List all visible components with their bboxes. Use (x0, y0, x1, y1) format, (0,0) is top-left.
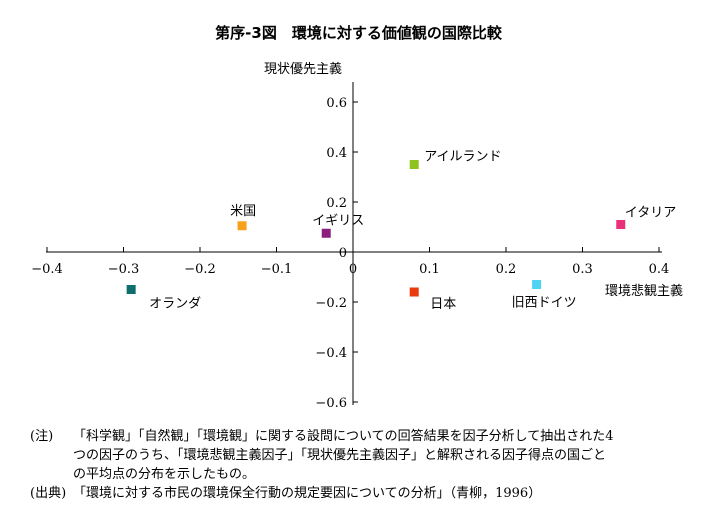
point-label: イタリア (625, 206, 676, 221)
point-label: イギリス (312, 213, 364, 228)
y-tick-label: 0 (339, 246, 347, 261)
x-tick-label: 0.1 (419, 262, 440, 277)
y-tick-label: −0.2 (315, 296, 347, 311)
note-line-3: の平均点の分布を示したもの。 (73, 467, 256, 482)
x-tick-label: −0.1 (261, 262, 293, 277)
scatter-plot: −0.4 −0.3 −0.2 −0.1 0 0.1 0.2 0.3 0.4 0.6 0.4 0.2 0 −… (31, 61, 683, 411)
point-label: アイルランド (424, 150, 501, 165)
data-point (126, 285, 136, 294)
point-label: オランダ (149, 297, 201, 312)
x-axis-label: 環境悲観主義 (605, 283, 683, 299)
x-tick-label: −0.3 (108, 262, 140, 277)
data-point (409, 160, 419, 169)
data-point (321, 228, 331, 238)
tick-labels: −0.4 −0.3 −0.2 −0.1 0 0.1 0.2 0.3 0.4 0.6 0.4 0.2 0 −… (31, 96, 669, 411)
y-tick-label: −0.6 (315, 396, 347, 411)
point-label: 米国 (230, 204, 256, 219)
point-label: 旧西ドイツ (512, 296, 577, 311)
x-tick-label: −0.2 (184, 262, 216, 277)
source-text: 「環境に対する市民の環境保全行動の規定要因についての分析」（青柳，1996） (73, 486, 542, 501)
y-tick-label: −0.4 (315, 346, 347, 361)
note-row: (注) 「科学観」「自然観」「環境観」に関する設問についての回答結果を因子分析し… (30, 427, 702, 446)
chart-title: 第序-3図 環境に対する価値観の国際比較 (215, 24, 502, 42)
data-point (616, 220, 626, 229)
y-tick-label: 0.4 (326, 146, 347, 161)
data-point (237, 221, 247, 231)
data-point (532, 280, 542, 289)
x-tick-label: 0.4 (649, 262, 670, 277)
notes-block: (注) 「科学観」「自然観」「環境観」に関する設問についての回答結果を因子分析し… (30, 427, 702, 503)
y-tick-label: 0.6 (326, 96, 347, 111)
note-line-2: つの因子のうち、「環境悲観主義因子」「現状優先主義因子」と解釈される因子得点の国… (73, 448, 607, 463)
data-points (126, 160, 626, 297)
x-tick-label: −0.4 (31, 262, 63, 277)
x-tick-label: 0 (349, 262, 357, 277)
y-tick-label: 0.2 (326, 196, 347, 211)
note-label: (注) (30, 429, 54, 444)
data-point (409, 287, 419, 297)
x-tick-label: 0.2 (496, 262, 517, 277)
point-label: 日本 (430, 297, 456, 312)
x-tick-label: 0.3 (572, 262, 593, 277)
source-label: (出典) (30, 486, 67, 501)
note-line-1: 「科学観」「自然観」「環境観」に関する設問についての回答結果を因子分析して抽出さ… (73, 429, 614, 444)
y-axis-label: 現状優先主義 (264, 61, 342, 77)
source-row: (出典) 「環境に対する市民の環境保全行動の規定要因についての分析」（青柳，19… (30, 484, 702, 503)
axes (46, 82, 662, 405)
